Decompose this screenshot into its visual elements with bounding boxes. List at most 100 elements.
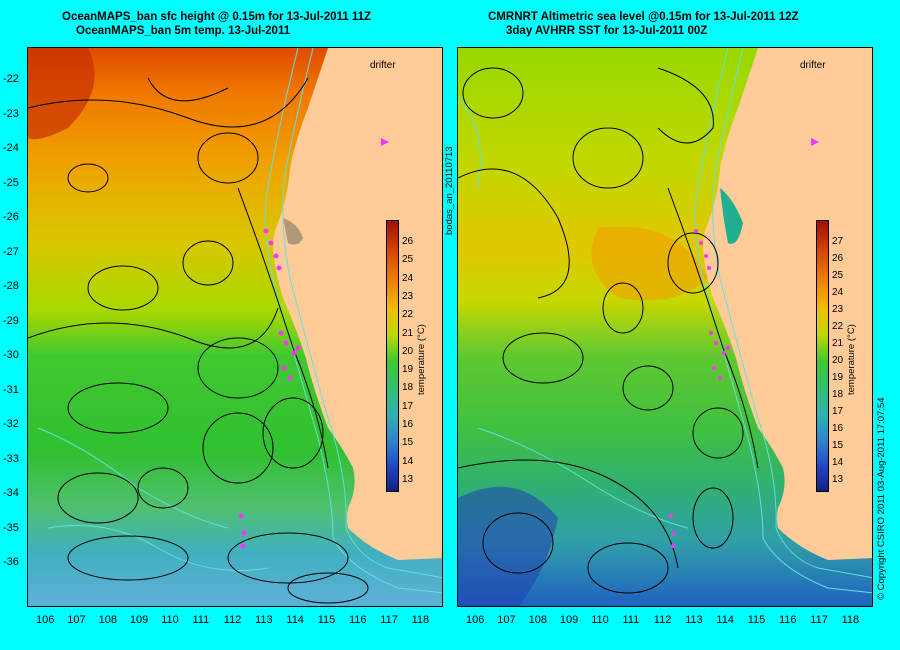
lat-tick-label: -23 bbox=[3, 107, 19, 120]
lon-tick-label: 110 bbox=[591, 614, 609, 626]
colorbar-tick-label: 14 bbox=[402, 455, 414, 467]
colorbar-tick-label: 18 bbox=[402, 382, 414, 394]
lon-tick-label: 107 bbox=[497, 614, 516, 626]
colorbar-tick-label: 13 bbox=[832, 474, 844, 485]
left-map-panel[interactable] bbox=[27, 47, 443, 607]
lat-tick-label: -35 bbox=[3, 521, 19, 534]
colorbar-tick-label: 22 bbox=[832, 321, 844, 332]
left-colorbar bbox=[386, 220, 399, 492]
colorbar-tick-label: 19 bbox=[402, 364, 414, 376]
lat-tick-label: -25 bbox=[3, 176, 19, 189]
left-drifter-legend: drifter bbox=[370, 60, 396, 71]
drifter-tracks bbox=[669, 229, 730, 548]
right-map-svg bbox=[458, 48, 872, 606]
lon-tick-label: 112 bbox=[223, 614, 242, 626]
lat-tick-label: -34 bbox=[3, 487, 19, 499]
colorbar-tick-label: 21 bbox=[402, 327, 414, 339]
lon-tick-label: 111 bbox=[192, 614, 210, 626]
lat-tick-label: -30 bbox=[3, 349, 19, 361]
colorbar-tick-label: 22 bbox=[402, 309, 414, 321]
lat-tick-label: -26 bbox=[3, 211, 19, 223]
colorbar-tick-label: 13 bbox=[402, 474, 414, 485]
colorbar-tick-label: 17 bbox=[402, 400, 414, 412]
lat-tick-label: -33 bbox=[3, 452, 19, 465]
lon-tick-label: 114 bbox=[286, 614, 304, 626]
lon-tick-label: 113 bbox=[255, 614, 273, 626]
colorbar-tick-label: 21 bbox=[832, 338, 844, 349]
lon-tick-label: 115 bbox=[747, 614, 766, 626]
right-colorbar-title: temperature (°C) bbox=[846, 324, 857, 395]
lat-tick-label: -27 bbox=[3, 245, 19, 258]
lon-tick-label: 113 bbox=[685, 614, 703, 626]
lon-tick-label: 109 bbox=[129, 614, 149, 626]
colorbar-tick-label: 23 bbox=[402, 290, 414, 302]
lon-tick-label: 106 bbox=[466, 614, 485, 626]
colorbar-tick-label: 17 bbox=[832, 406, 844, 417]
copyright-label: © Copyright CSIRO 2011 03-Aug-2011 17:07… bbox=[876, 397, 887, 600]
lon-tick-label: 108 bbox=[98, 614, 117, 626]
lon-tick-label: 118 bbox=[841, 614, 860, 626]
cool-patch bbox=[458, 486, 558, 606]
lon-tick-label: 106 bbox=[36, 614, 55, 626]
lon-tick-label: 110 bbox=[161, 614, 179, 626]
colorbar-tick-label: 24 bbox=[402, 272, 414, 284]
lon-tick-label: 118 bbox=[411, 614, 430, 626]
lat-tick-label: -29 bbox=[3, 314, 19, 327]
colorbar-tick-label: 24 bbox=[832, 287, 844, 298]
lat-tick-label: -24 bbox=[3, 142, 19, 154]
colorbar-tick-label: 26 bbox=[832, 253, 844, 264]
lon-tick-label: 116 bbox=[349, 614, 367, 626]
sea-height-contours bbox=[458, 67, 759, 594]
drifter-legend-marker bbox=[381, 138, 389, 146]
lon-tick-label: 117 bbox=[810, 614, 828, 626]
lat-tick-label: -31 bbox=[3, 383, 19, 396]
lat-tick-label: -28 bbox=[3, 280, 19, 292]
colorbar-tick-label: 14 bbox=[832, 457, 844, 468]
land-western-australia bbox=[703, 48, 872, 560]
shark-bay-land bbox=[283, 218, 303, 245]
colorbar-tick-label: 16 bbox=[832, 423, 844, 434]
right-map-panel[interactable] bbox=[457, 47, 873, 607]
right-drifter-legend: drifter bbox=[800, 60, 826, 71]
lat-tick-label: -32 bbox=[3, 418, 19, 430]
lat-tick-label: -22 bbox=[3, 73, 19, 85]
colorbar-tick-label: 23 bbox=[832, 304, 844, 315]
right-title-line1: CMRNRT Altimetric sea level @0.15m for 1… bbox=[488, 11, 799, 23]
colorbar-tick-label: 16 bbox=[402, 419, 414, 431]
land-western-australia bbox=[273, 48, 442, 560]
colorbar-tick-label: 15 bbox=[832, 440, 844, 451]
left-colorbar-title: temperature (°C) bbox=[416, 324, 427, 395]
colorbar-tick-label: 20 bbox=[832, 355, 844, 366]
drifter-legend-marker bbox=[811, 138, 819, 146]
lon-tick-label: 114 bbox=[716, 614, 734, 626]
lon-tick-label: 112 bbox=[653, 614, 672, 626]
isobath-lines bbox=[458, 48, 872, 594]
colorbar-tick-label: 20 bbox=[402, 345, 414, 357]
lat-tick-label: -36 bbox=[3, 556, 19, 568]
lon-tick-label: 108 bbox=[528, 614, 547, 626]
warm-patch bbox=[591, 226, 708, 301]
left-title-line1: OceanMAPS_ban sfc height @ 0.15m for 13-… bbox=[62, 11, 372, 23]
right-title-line2: 3day AVHRR SST for 13-Jul-2011 00Z bbox=[506, 25, 708, 37]
lon-tick-label: 111 bbox=[622, 614, 640, 626]
colorbar-tick-label: 27 bbox=[832, 236, 844, 247]
left-title-line2: OceanMAPS_ban 5m temp. 13-Jul-2011 bbox=[76, 25, 291, 37]
right-colorbar bbox=[816, 220, 829, 492]
colorbar-tick-label: 19 bbox=[832, 372, 844, 383]
left-map-svg bbox=[28, 48, 442, 606]
sea-height-contours bbox=[28, 77, 369, 604]
lon-tick-label: 117 bbox=[380, 614, 398, 626]
shark-bay-water bbox=[720, 188, 743, 244]
lon-tick-label: 107 bbox=[67, 614, 86, 626]
drifter-tracks bbox=[238, 228, 301, 549]
colorbar-tick-label: 25 bbox=[832, 270, 844, 281]
lon-tick-label: 115 bbox=[317, 614, 336, 626]
lon-tick-label: 116 bbox=[779, 614, 797, 626]
colorbar-tick-label: 15 bbox=[402, 437, 414, 449]
run-id-label: bodas_an_20110713 bbox=[444, 146, 455, 235]
colorbar-tick-label: 26 bbox=[402, 236, 414, 247]
lon-tick-label: 109 bbox=[559, 614, 579, 626]
warm-patch bbox=[28, 48, 95, 140]
colorbar-tick-label: 25 bbox=[402, 254, 414, 266]
colorbar-tick-label: 18 bbox=[832, 389, 844, 400]
